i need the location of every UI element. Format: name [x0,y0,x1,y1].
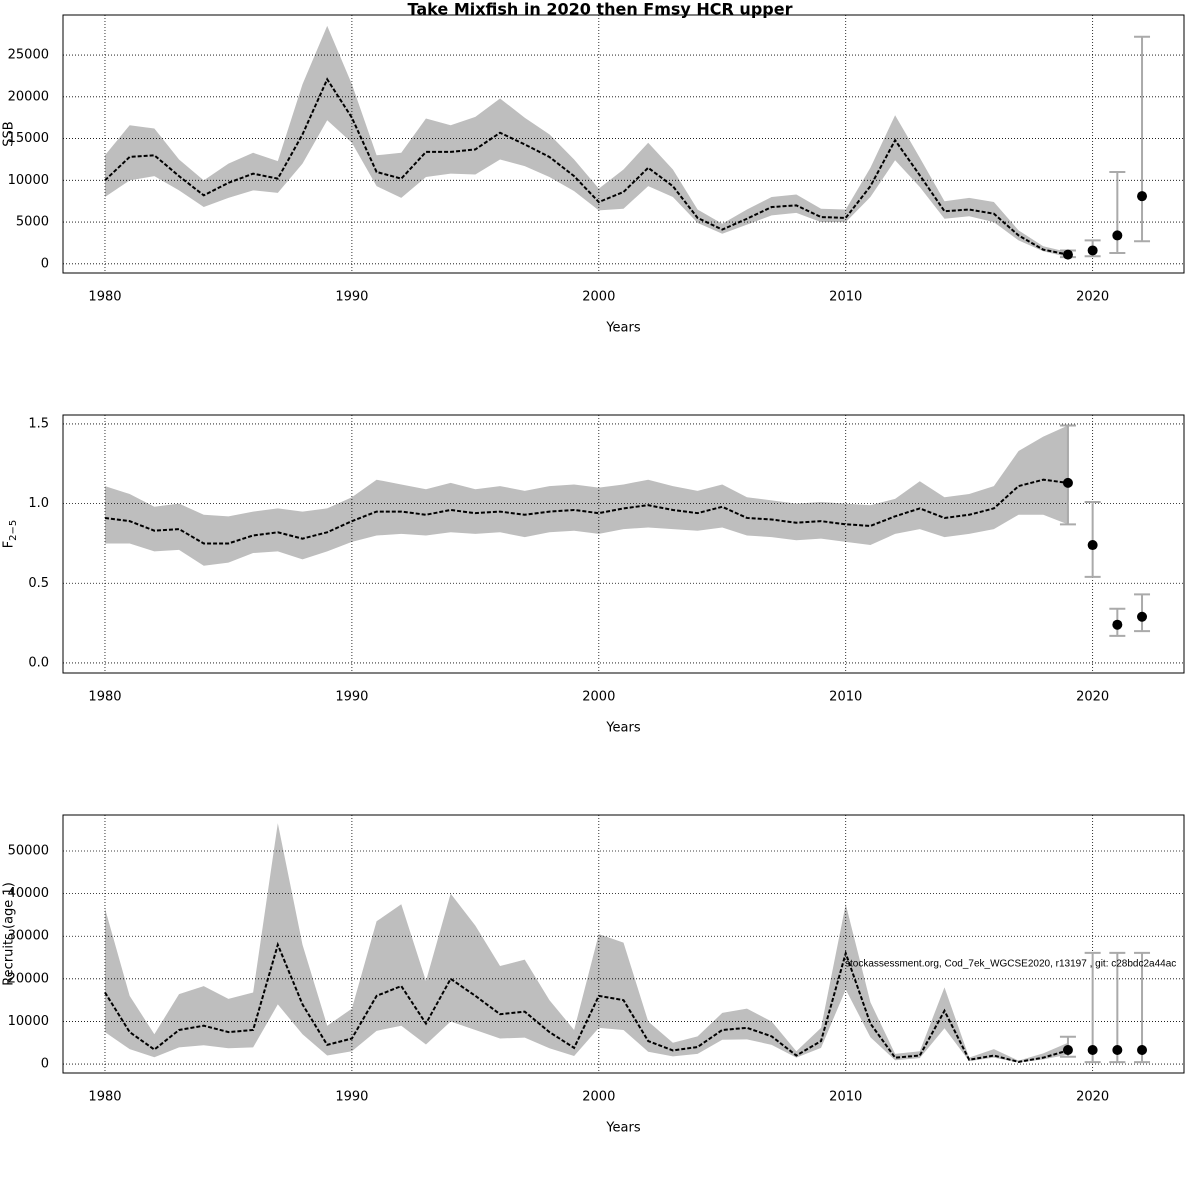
y-tick-label: 30000 [8,929,49,944]
figure-title: Take Mixfish in 2020 then Fmsy HCR upper [408,0,793,19]
y-tick-label: 0.5 [28,576,49,591]
y-tick-label: 40000 [8,886,49,901]
confidence-band [104,425,1068,566]
plot-frame [62,414,1185,674]
y-tick-label: 0 [41,1057,49,1072]
y-tick-label: 25000 [8,48,49,63]
series-line [104,77,1069,256]
y-tick-label: 10000 [8,1014,49,1029]
y-tick-label: 50000 [8,844,49,859]
forecast-point [1087,540,1098,551]
x-axis-label: Years [605,721,641,736]
x-tick-label: 1980 [88,290,121,305]
series-line [104,941,1069,1063]
y-tick-label: 0.0 [28,655,49,670]
x-tick-label: 2000 [582,1090,615,1105]
x-tick-label: 1980 [88,690,121,705]
forecast-point [1112,619,1123,630]
plot-frame [62,14,1185,274]
forecast-point [1112,1044,1123,1055]
series-line [104,478,1069,545]
plot-frame [62,814,1185,1074]
y-tick-label: 1.5 [28,416,49,431]
y-tick-label: 10000 [8,173,49,188]
x-tick-label: 2010 [829,690,862,705]
x-tick-label: 2020 [1076,690,1109,705]
y-tick-label: 5000 [16,215,49,230]
y-axis-label: F2−5 [2,520,20,549]
y-tick-label: 20000 [8,89,49,104]
y-axis-label-subscript: 2−5 [8,520,19,541]
forecast-point [1062,249,1073,260]
forecast-point [1087,1044,1098,1055]
y-tick-label: 20000 [8,971,49,986]
forecast-point [1137,1044,1148,1055]
y-tick-label: 15000 [8,131,49,146]
forecast-point [1062,1044,1073,1055]
annotation: stockassessment.org, Cod_7ek_WGCSE2020, … [845,959,1176,970]
x-tick-label: 1980 [88,1090,121,1105]
x-tick-label: 1990 [335,1090,368,1105]
forecast-point [1087,245,1098,256]
x-axis-label: Years [605,1121,641,1136]
y-tick-label: 0 [41,256,49,271]
y-axis-label: SSB [2,121,17,146]
x-tick-label: 2000 [582,690,615,705]
x-tick-label: 2010 [829,1090,862,1105]
confidence-band [104,25,1068,258]
forecast-point [1137,191,1148,202]
x-tick-label: 2000 [582,290,615,305]
x-tick-label: 2020 [1076,1090,1109,1105]
y-axis-label: Recruits (age 1) [2,882,17,986]
forecast-point [1137,611,1148,622]
confidence-band [104,823,1068,1063]
forecast-point [1112,230,1123,241]
forecast-point [1062,477,1073,488]
x-tick-label: 1990 [335,290,368,305]
x-axis-label: Years [605,321,641,336]
x-tick-label: 1990 [335,690,368,705]
x-tick-label: 2010 [829,290,862,305]
x-tick-label: 2020 [1076,290,1109,305]
y-tick-label: 1.0 [28,496,49,511]
